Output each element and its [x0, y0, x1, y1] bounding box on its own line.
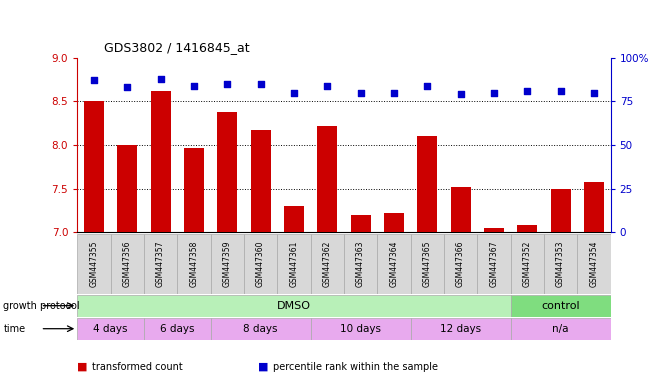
Bar [84, 101, 104, 232]
Text: GSM447352: GSM447352 [523, 241, 531, 287]
Text: time: time [3, 324, 25, 334]
Bar [77, 234, 111, 294]
Text: ■: ■ [258, 362, 269, 372]
Bar [150, 91, 170, 232]
Bar [444, 234, 477, 294]
Bar [317, 126, 338, 232]
Bar [350, 215, 370, 232]
Point [289, 89, 299, 96]
Point [488, 89, 499, 96]
Text: GSM447359: GSM447359 [223, 241, 231, 287]
Point [222, 81, 233, 87]
Point [389, 89, 399, 96]
Point [455, 91, 466, 98]
Bar [77, 295, 511, 317]
Bar [117, 145, 137, 232]
Point [189, 83, 199, 89]
Bar [451, 187, 470, 232]
Text: 8 days: 8 days [244, 324, 278, 334]
Text: GSM447365: GSM447365 [423, 241, 431, 287]
Bar [111, 234, 144, 294]
Text: control: control [541, 301, 580, 311]
Bar [77, 318, 144, 340]
Text: GSM447363: GSM447363 [356, 241, 365, 287]
Text: GSM447356: GSM447356 [123, 241, 132, 287]
Text: GSM447367: GSM447367 [489, 241, 499, 287]
Text: GSM447357: GSM447357 [156, 241, 165, 287]
Point [255, 81, 266, 87]
Bar [511, 295, 611, 317]
Point [89, 77, 99, 83]
Text: transformed count: transformed count [92, 362, 183, 372]
Text: percentile rank within the sample: percentile rank within the sample [273, 362, 438, 372]
Bar [384, 213, 404, 232]
Text: 6 days: 6 days [160, 324, 195, 334]
Text: GSM447355: GSM447355 [89, 241, 99, 287]
Bar [144, 318, 211, 340]
Text: GDS3802 / 1416845_at: GDS3802 / 1416845_at [104, 41, 250, 54]
Bar [377, 234, 411, 294]
Text: GSM447362: GSM447362 [323, 241, 331, 287]
Text: 4 days: 4 days [93, 324, 127, 334]
Point [422, 83, 433, 89]
Bar [250, 130, 270, 232]
Text: ■: ■ [77, 362, 88, 372]
Point [155, 76, 166, 82]
Bar [511, 234, 544, 294]
Bar [184, 147, 204, 232]
Point [588, 89, 599, 96]
Bar [551, 189, 570, 232]
Text: 12 days: 12 days [440, 324, 481, 334]
Bar [211, 234, 244, 294]
Text: GSM447358: GSM447358 [189, 241, 199, 287]
Bar [244, 234, 277, 294]
Text: growth protocol: growth protocol [3, 301, 80, 311]
Bar [517, 225, 537, 232]
Text: GSM447360: GSM447360 [256, 241, 265, 287]
Bar [577, 234, 611, 294]
Point [522, 88, 533, 94]
Point [555, 88, 566, 94]
Bar [311, 234, 344, 294]
Bar [544, 234, 577, 294]
Bar [217, 112, 238, 232]
Point [355, 89, 366, 96]
Bar [311, 318, 411, 340]
Text: GSM447353: GSM447353 [556, 241, 565, 287]
Text: GSM447366: GSM447366 [456, 241, 465, 287]
Bar [511, 318, 611, 340]
Bar [411, 234, 444, 294]
Text: 10 days: 10 days [340, 324, 381, 334]
Bar [477, 234, 511, 294]
Bar [411, 318, 511, 340]
Text: GSM447354: GSM447354 [589, 241, 599, 287]
Text: GSM447364: GSM447364 [389, 241, 399, 287]
Point [322, 83, 333, 89]
Bar [211, 318, 311, 340]
Bar [277, 234, 311, 294]
Point [122, 84, 133, 90]
Text: n/a: n/a [552, 324, 569, 334]
Bar [417, 136, 437, 232]
Bar [344, 234, 377, 294]
Bar [584, 182, 604, 232]
Bar [284, 206, 304, 232]
Text: DMSO: DMSO [277, 301, 311, 311]
Bar [144, 234, 177, 294]
Text: GSM447361: GSM447361 [289, 241, 299, 287]
Bar [177, 234, 211, 294]
Bar [484, 228, 504, 232]
